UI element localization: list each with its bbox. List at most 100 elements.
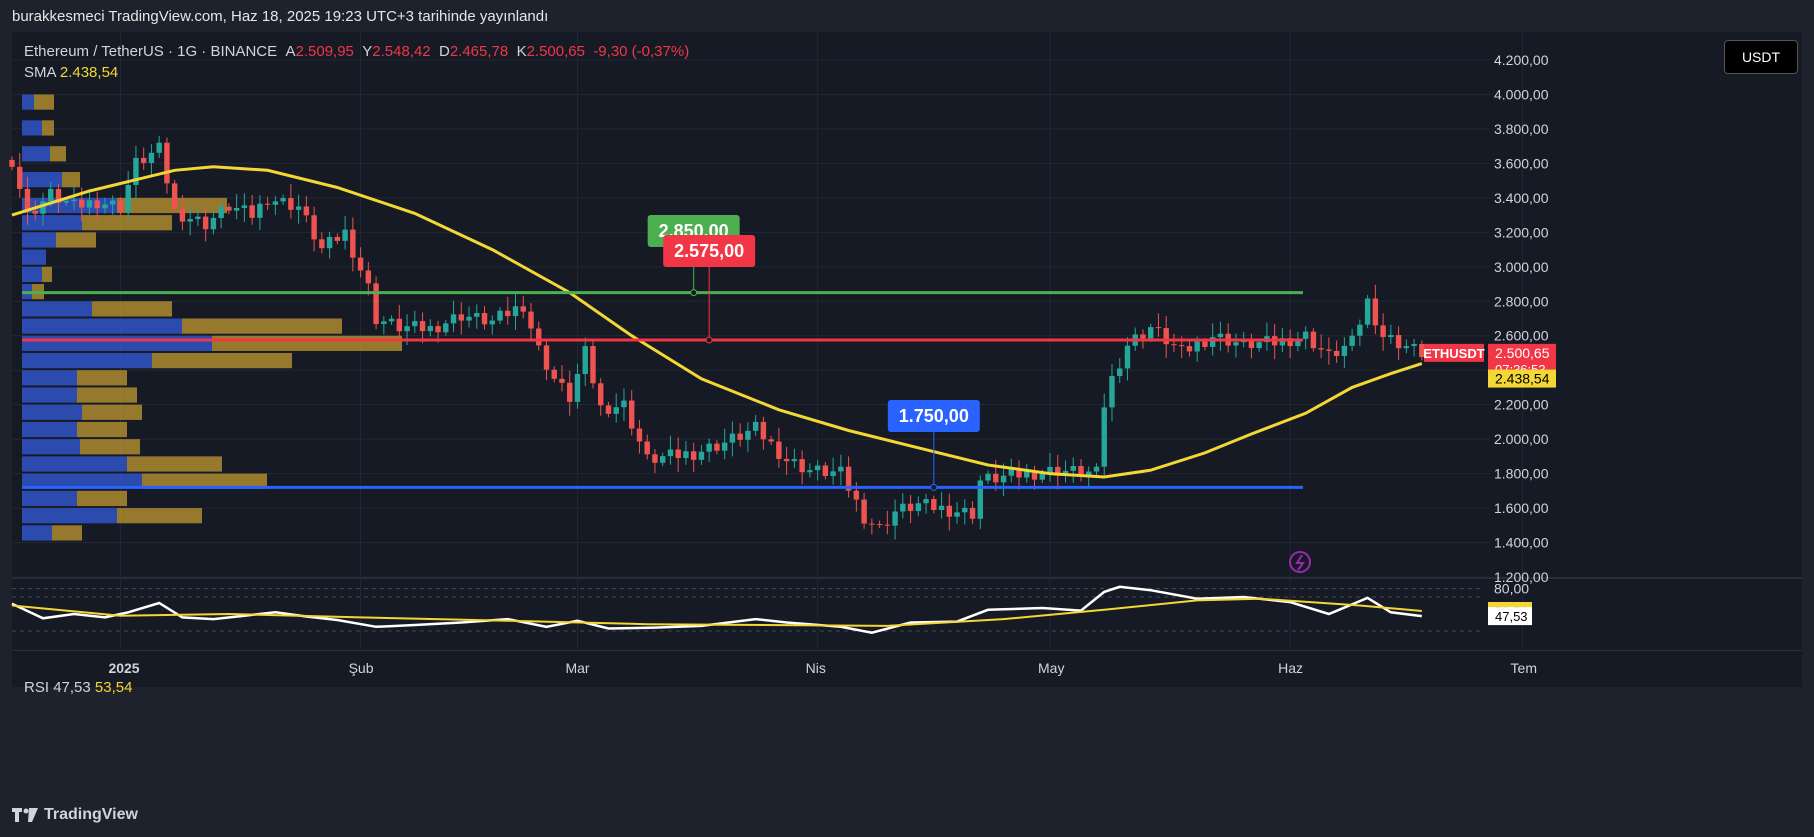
candle-body <box>791 459 798 462</box>
volume-up-bar <box>22 94 34 110</box>
candle-body <box>636 428 643 442</box>
candle-body <box>1388 335 1394 338</box>
sma-price-box <box>1488 369 1556 388</box>
sma-value: 2.438,54 <box>59 64 119 81</box>
candle-body <box>226 206 232 211</box>
candle-body <box>179 208 186 222</box>
candle-body <box>559 378 565 383</box>
candle-body <box>1031 470 1038 480</box>
candle-body <box>520 306 526 312</box>
candle-body <box>1171 344 1177 346</box>
candle-body <box>404 326 410 332</box>
candle-body <box>1117 368 1123 377</box>
symbol-title[interactable]: Ethereum / TetherUS · 1G · BINANCE <box>24 43 278 60</box>
volume-up-bar <box>22 172 62 188</box>
candle-body <box>683 451 689 458</box>
volume-up-bar <box>22 197 117 214</box>
volume-down-bar <box>77 421 127 438</box>
candle-body <box>605 405 612 414</box>
volume-up-bar <box>22 318 182 334</box>
tradingview-icon <box>12 808 38 822</box>
volume-up-bar <box>22 215 82 231</box>
x-tick-label: Mar <box>565 660 589 676</box>
candle-body <box>1380 325 1386 338</box>
candle-body <box>148 152 155 163</box>
sma-line <box>11 165 1423 479</box>
candles <box>9 135 1425 540</box>
volume-down-bar <box>77 490 127 507</box>
candle-body <box>869 523 875 525</box>
candle-body <box>156 142 162 153</box>
sma-label: SMA <box>24 64 56 81</box>
footer-brand: TradingView <box>44 806 138 823</box>
candle-body <box>1256 342 1262 349</box>
volume-down-bar <box>82 215 172 231</box>
candle-body <box>1008 469 1014 476</box>
candle-body <box>1419 344 1425 358</box>
volume-up-bar <box>22 456 127 472</box>
y-tick-label: 2.800,00 <box>1494 293 1549 309</box>
volume-down-bar <box>80 439 140 455</box>
candle-body <box>1194 341 1200 352</box>
candle-body <box>1411 344 1417 347</box>
candle-body <box>938 505 945 510</box>
candle-body <box>1209 337 1216 347</box>
candle-body <box>853 490 860 500</box>
candle-body <box>1217 333 1224 338</box>
y-tick-label: 1.200,00 <box>1494 569 1549 585</box>
volume-down-bar <box>212 335 402 351</box>
candle-body <box>1140 334 1146 339</box>
candle-body <box>1178 345 1185 347</box>
rsi-pane: 80,0053,5447,53 <box>11 581 1532 634</box>
candle-body <box>443 323 449 333</box>
candle-body <box>838 466 844 472</box>
candle-body <box>17 166 23 189</box>
volume-down-bar <box>82 404 142 420</box>
sma-legend[interactable]: SMA 2.438,54 <box>24 64 118 81</box>
candle-body <box>923 499 929 504</box>
volume-down-bar <box>182 318 342 334</box>
candle-body <box>714 443 720 451</box>
currency-selector[interactable]: USDT <box>1724 40 1798 74</box>
candle-body <box>210 217 217 230</box>
volume-up-bar <box>22 301 92 317</box>
candle-body <box>574 373 581 402</box>
y-tick-label: 2.600,00 <box>1494 328 1549 344</box>
candle-body <box>528 311 534 329</box>
candle-body <box>582 346 588 374</box>
volume-down-bar <box>52 525 82 541</box>
x-tick-label: 2025 <box>108 660 139 676</box>
candle-body <box>1047 466 1053 474</box>
rsi-legend[interactable]: RSI 47,53 53,54 <box>24 679 132 696</box>
candle-body <box>388 318 395 322</box>
candle-body <box>342 229 348 241</box>
candle-body <box>698 451 705 460</box>
volume-up-bar <box>22 508 117 524</box>
rsi-tag-box <box>1488 607 1532 626</box>
candle-body <box>396 318 403 332</box>
candle-body <box>931 499 937 510</box>
candle-body <box>667 449 674 457</box>
candle-body <box>435 326 441 333</box>
candle-body <box>466 316 472 321</box>
time-axis-divider <box>12 650 1802 651</box>
symbol-tag: ETHUSDT <box>1423 346 1484 361</box>
x-tick-label: Tem <box>1511 660 1537 676</box>
y-tick-label: 4.000,00 <box>1494 86 1549 102</box>
candle-body <box>55 188 62 203</box>
candle-body <box>1086 471 1092 477</box>
candle-body <box>218 206 224 218</box>
candle-body <box>954 512 960 517</box>
rsi-ma-line <box>11 597 1422 627</box>
tradingview-logo[interactable]: TradingView <box>12 806 138 824</box>
lightning-bolt <box>1295 554 1305 571</box>
candle-body <box>1248 338 1255 349</box>
volume-down-bar <box>56 232 96 248</box>
last-price-value: 2.500,65 <box>1495 345 1550 361</box>
candle-body <box>133 157 139 185</box>
candle-body <box>481 312 488 325</box>
volume-down-bar <box>142 473 267 489</box>
open-label: A <box>285 43 296 60</box>
